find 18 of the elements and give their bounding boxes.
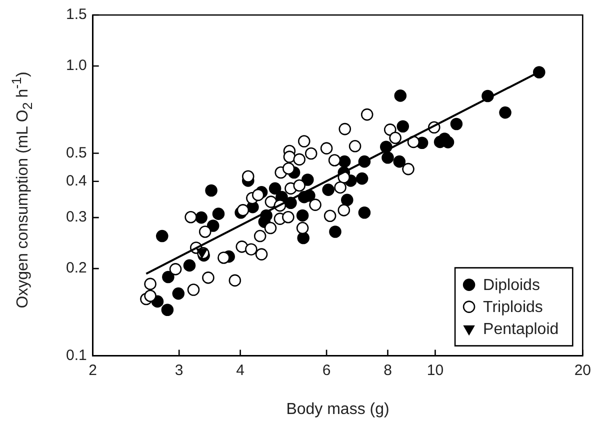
legend-label: Triploids — [483, 299, 543, 316]
y-tick-label: 1.5 — [66, 6, 87, 24]
x-tick-label: 20 — [574, 362, 591, 379]
y-tick-label: 0.2 — [66, 260, 87, 277]
x-axis-title: Body mass (g) — [286, 400, 390, 418]
x-tick-label: 4 — [236, 362, 244, 379]
y-tick-label: 0.5 — [66, 144, 87, 162]
legend-label: Diploids — [483, 277, 540, 294]
y-tick-label: 0.4 — [66, 172, 87, 190]
x-tick-label: 2 — [88, 362, 98, 379]
x-tick-label: 10 — [426, 362, 444, 379]
y-tick-label: 1.0 — [66, 57, 87, 74]
x-tick-label: 6 — [322, 362, 331, 379]
y-tick-label: 0.3 — [66, 208, 87, 226]
x-tick-label: 3 — [174, 362, 184, 379]
x-tick-label: 8 — [384, 362, 392, 379]
legend-label: Pentaploid — [483, 321, 559, 338]
y-tick-label: 0.1 — [66, 346, 87, 364]
